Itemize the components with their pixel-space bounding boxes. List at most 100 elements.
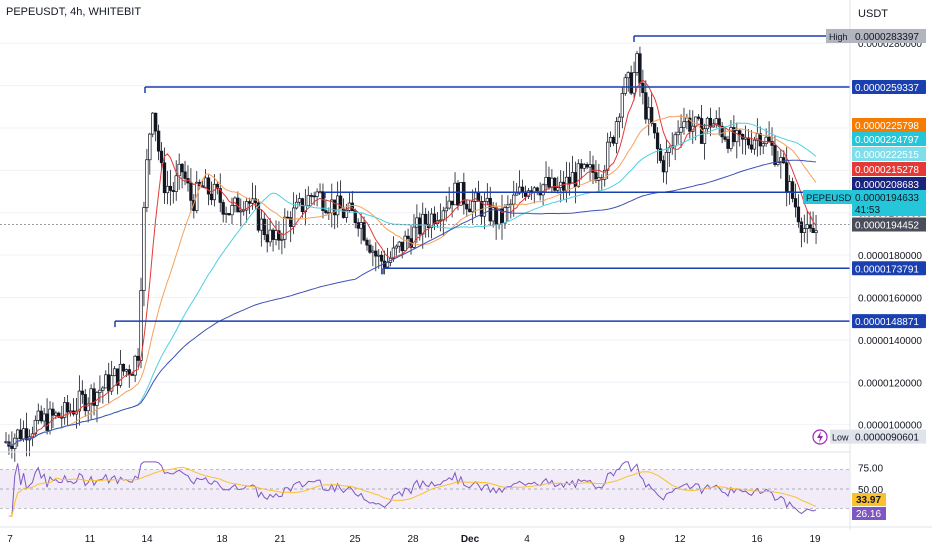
candle-body <box>321 191 325 211</box>
candle-body <box>101 387 105 391</box>
candle-body <box>767 136 771 142</box>
y-tick-label: 0.0000120000 <box>858 378 922 389</box>
candle-body <box>177 163 181 177</box>
candle-body <box>468 208 472 213</box>
candle-body <box>312 195 316 198</box>
candle-body <box>623 77 627 94</box>
candle-body <box>42 413 46 422</box>
candle-body <box>121 363 126 372</box>
high-value: 0.0000283397 <box>855 32 919 43</box>
candle-body <box>547 177 551 188</box>
candle-body <box>594 172 598 181</box>
candle-body <box>315 191 319 197</box>
candle-body <box>738 130 742 135</box>
candle-body <box>151 112 155 135</box>
y-tick-label: 0.0000140000 <box>858 336 922 347</box>
candle-body <box>215 183 219 189</box>
candle-body <box>107 374 111 392</box>
candle-body <box>306 195 310 206</box>
ma-tag: 0.0000225798 <box>855 121 919 132</box>
candle-body <box>462 182 466 205</box>
candle-body <box>380 254 384 262</box>
candle-body <box>676 131 680 136</box>
candle-body <box>21 428 26 440</box>
ma-blue-line <box>5 159 817 447</box>
moving-averages <box>5 79 817 447</box>
candle-body <box>782 157 786 164</box>
candle-body <box>603 169 607 180</box>
candle-body <box>412 226 416 248</box>
candle-body <box>588 164 592 168</box>
candle-body <box>19 429 23 440</box>
candle-body <box>506 204 510 208</box>
low-value: 0.0000090601 <box>855 433 919 444</box>
candle-body <box>136 355 140 361</box>
candle-body <box>655 132 660 150</box>
candle-body <box>620 93 624 118</box>
ma-tag-bg <box>852 118 926 132</box>
candle-body <box>515 192 519 196</box>
candle-body <box>811 227 815 233</box>
candle-body <box>65 402 70 413</box>
x-tick-label: 28 <box>407 534 419 545</box>
candle-body <box>377 254 381 257</box>
candle-body <box>606 141 610 171</box>
candle-body <box>230 205 234 216</box>
x-tick-label: 14 <box>141 534 153 545</box>
candle-body <box>752 139 757 150</box>
crosshair-tag-bg <box>852 217 926 232</box>
y-tick-label: 0.0000280000 <box>858 39 922 50</box>
rsi-tick-label: 75.00 <box>858 464 883 475</box>
ma-tag: 0.0000208683 <box>855 180 919 191</box>
candle-body <box>453 182 457 206</box>
candle-body <box>130 374 134 376</box>
candle-body <box>679 127 683 133</box>
current-price-bg <box>852 190 926 216</box>
rsi-ma-tag: 33.97 <box>856 495 881 506</box>
x-tick-label: 16 <box>751 534 763 545</box>
candle-body <box>36 410 40 421</box>
rsi-value-tag-bg <box>852 507 886 520</box>
candle-body <box>268 229 272 243</box>
candle-body <box>86 403 90 412</box>
horizontal-levels <box>114 35 850 328</box>
candle-body <box>45 413 49 431</box>
candle-body <box>647 107 651 120</box>
candle-body <box>171 190 175 192</box>
candle-body <box>450 200 454 206</box>
candle-body <box>89 388 93 405</box>
candle-body <box>400 241 404 252</box>
x-tick-label: 9 <box>619 534 625 545</box>
candle-body <box>133 355 137 376</box>
candle-body <box>154 112 158 132</box>
candle-body <box>341 208 346 218</box>
candles <box>4 46 818 462</box>
candle-body <box>793 198 798 208</box>
candle-body <box>576 163 580 188</box>
x-tick-label: 19 <box>809 534 821 545</box>
candle-body <box>54 412 58 416</box>
ma-tag: 0.0000222515 <box>855 150 919 161</box>
candle-body <box>488 197 492 222</box>
candle-body <box>632 72 636 94</box>
candle-body <box>608 137 613 143</box>
x-tick-label: Dec <box>461 534 480 545</box>
candle-body <box>277 230 281 241</box>
candle-body <box>705 117 710 130</box>
rsi-value-tag: 26.16 <box>856 509 881 520</box>
candle-body <box>212 183 217 201</box>
candle-body <box>796 206 801 223</box>
candle-body <box>77 390 82 412</box>
candle-body <box>714 118 718 125</box>
candle-body <box>541 184 545 196</box>
candle-body <box>764 136 768 145</box>
level-tag-bg <box>852 314 926 329</box>
candle-body <box>183 171 187 179</box>
candle-body <box>203 177 208 188</box>
candle-body <box>567 176 572 184</box>
candle-body <box>658 148 663 161</box>
candle-body <box>385 262 390 268</box>
currency-label[interactable]: USDT <box>858 8 888 20</box>
